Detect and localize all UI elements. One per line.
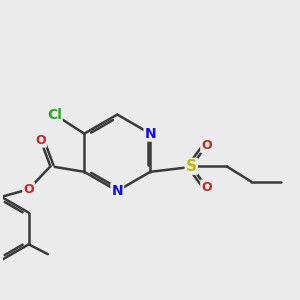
Text: O: O <box>201 139 212 152</box>
Text: O: O <box>23 183 34 196</box>
Text: O: O <box>35 134 46 147</box>
Text: N: N <box>145 127 156 141</box>
Text: Cl: Cl <box>47 108 62 122</box>
Text: N: N <box>112 184 123 198</box>
Text: O: O <box>201 181 212 194</box>
Text: S: S <box>186 159 197 174</box>
